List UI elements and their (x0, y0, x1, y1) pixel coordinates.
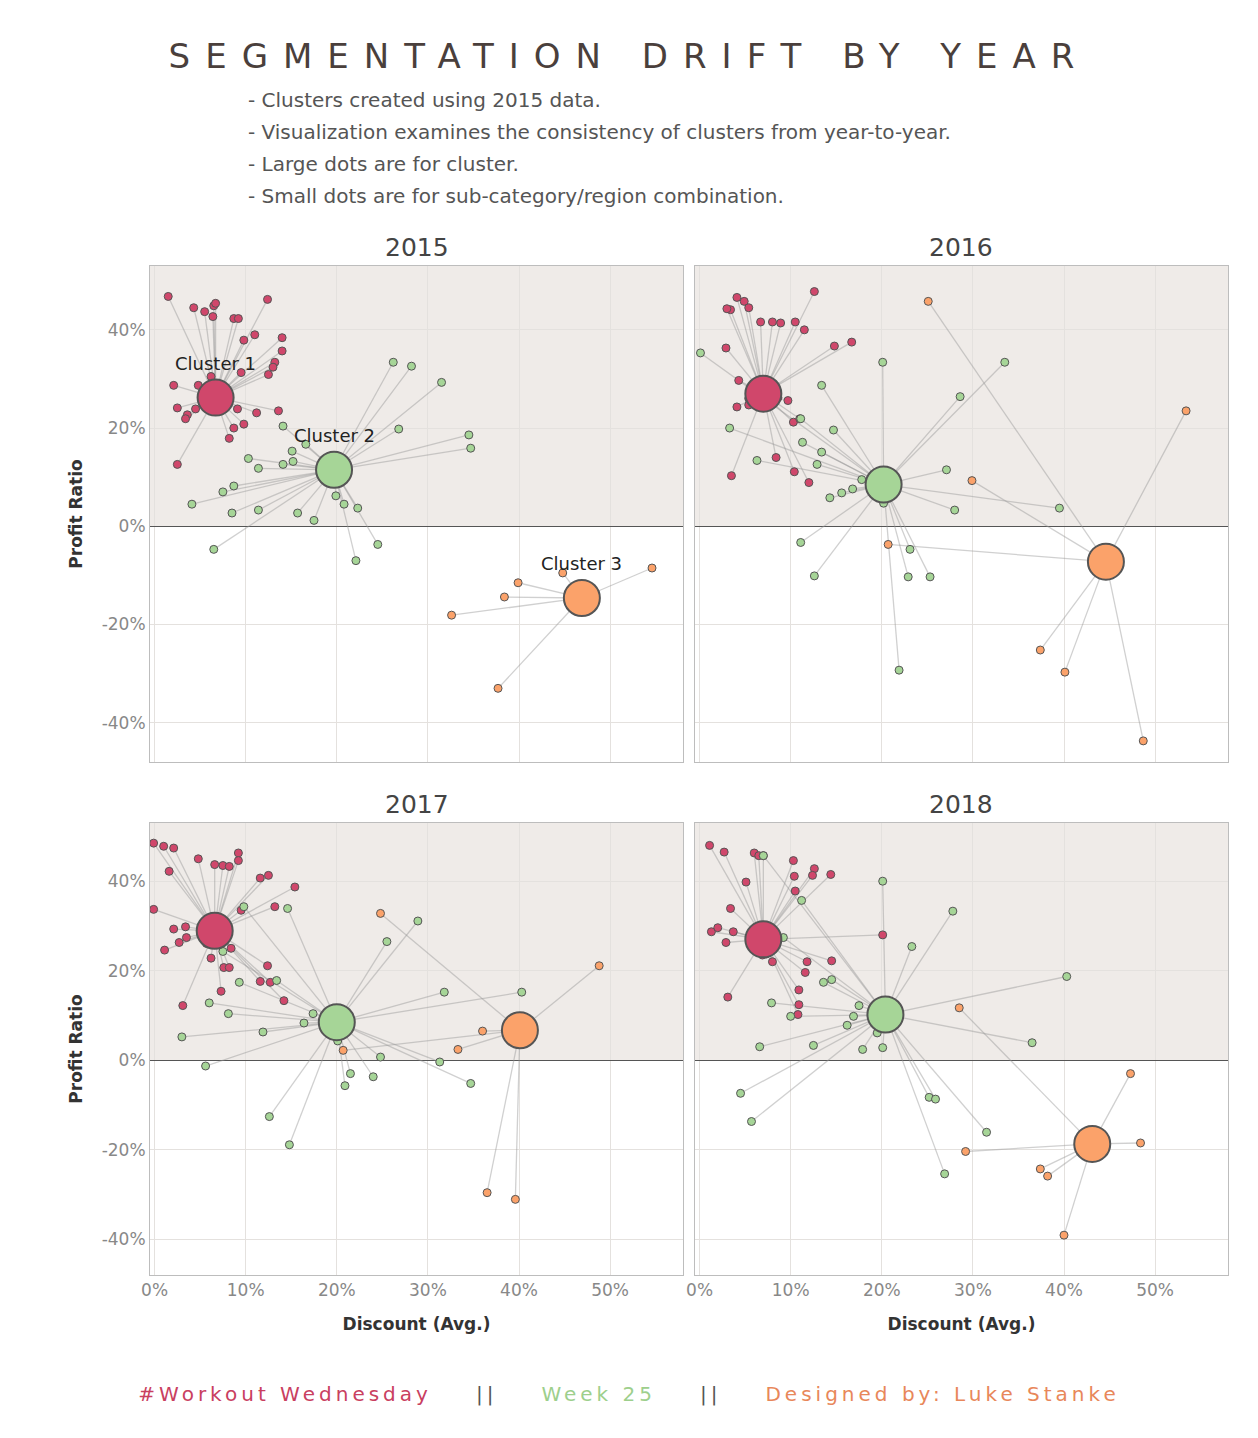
svg-text:20%: 20% (108, 961, 146, 981)
svg-text:0%: 0% (141, 1280, 168, 1300)
svg-text:30%: 30% (954, 1280, 992, 1300)
svg-text:-40%: -40% (102, 713, 146, 733)
svg-text:0%: 0% (119, 516, 146, 536)
svg-text:30%: 30% (409, 1280, 447, 1300)
svg-text:50%: 50% (1136, 1280, 1174, 1300)
svg-text:Profit Ratio: Profit Ratio (66, 994, 86, 1103)
svg-text:40%: 40% (1045, 1280, 1083, 1300)
svg-text:Cluster 3: Cluster 3 (541, 553, 622, 574)
svg-text:10%: 10% (227, 1280, 265, 1300)
svg-text:2017: 2017 (385, 790, 449, 819)
html-text:SEGMENTATION DRIFT BY YEAR: SEGMENTATION DRIFT BY YEAR (168, 36, 1090, 76)
html-text:- Small dots are for sub-categ: - Small dots are for sub-category/region… (248, 184, 784, 208)
html-text:Designed by: Luke Stanke: Designed by: Luke Stanke (765, 1382, 1120, 1406)
svg-text:2018: 2018 (929, 790, 993, 819)
svg-text:Cluster 2: Cluster 2 (294, 425, 375, 446)
svg-text:Profit Ratio: Profit Ratio (66, 459, 86, 568)
svg-text:40%: 40% (108, 320, 146, 340)
html-text:- Visualization examines the c: - Visualization examines the consistency… (248, 120, 951, 144)
svg-text:40%: 40% (500, 1280, 538, 1300)
svg-text:50%: 50% (591, 1280, 629, 1300)
html-text:#Workout Wednesday: #Workout Wednesday (138, 1382, 432, 1406)
svg-text:Discount (Avg.): Discount (Avg.) (888, 1314, 1036, 1334)
svg-text:2016: 2016 (929, 233, 993, 262)
svg-text:Discount (Avg.): Discount (Avg.) (343, 1314, 491, 1334)
svg-text:20%: 20% (108, 418, 146, 438)
svg-text:20%: 20% (318, 1280, 356, 1300)
svg-text:-20%: -20% (102, 1140, 146, 1160)
svg-text:0%: 0% (686, 1280, 713, 1300)
svg-text:0%: 0% (119, 1050, 146, 1070)
svg-text:Cluster 1: Cluster 1 (175, 353, 256, 374)
svg-text:-20%: -20% (102, 614, 146, 634)
svg-text:2015: 2015 (385, 233, 449, 262)
html-text:- Large dots are for cluster.: - Large dots are for cluster. (248, 152, 519, 176)
html-text:- Clusters created using 2015: - Clusters created using 2015 data. (248, 88, 601, 112)
html-text:Week 25: Week 25 (541, 1382, 656, 1406)
svg-text:20%: 20% (863, 1280, 901, 1300)
svg-text:-40%: -40% (102, 1229, 146, 1249)
svg-text:10%: 10% (772, 1280, 810, 1300)
svg-text:40%: 40% (108, 871, 146, 891)
